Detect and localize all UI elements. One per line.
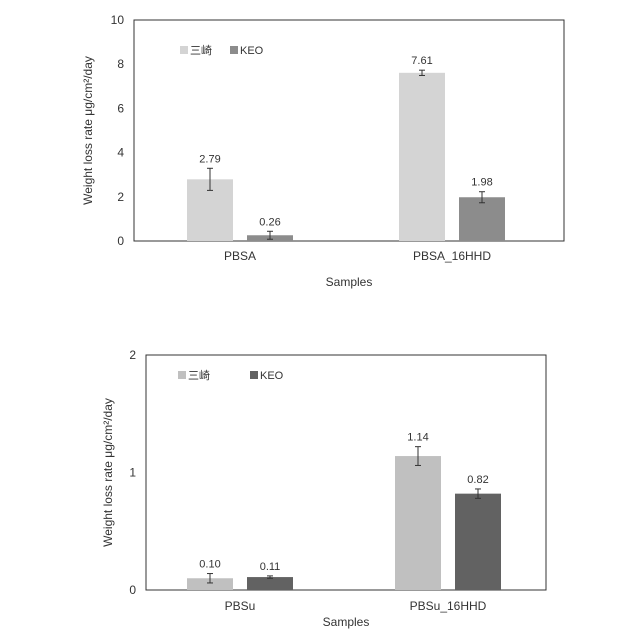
chart-1: 0 2 4 6 8 10 2.79 0.26 PBSA 7.61 1.98 PBSA_16HHD 三崎 K… — [81, 13, 564, 289]
data-label: 0.82 — [467, 474, 488, 486]
y-axis-title: Weight loss rate μg/cm²/day — [101, 398, 115, 547]
x-category-label: PBSu_16HHD — [410, 599, 487, 613]
bar-pbsu-16hhd-keo — [455, 494, 501, 590]
data-label: 0.11 — [260, 561, 281, 573]
x-category-label: PBSA — [224, 249, 256, 263]
x-axis-title: Samples — [326, 275, 373, 289]
y-tick-label: 0 — [117, 234, 124, 248]
data-label: 1.98 — [471, 177, 492, 189]
legend-swatch-keo — [230, 46, 238, 54]
chart-2: 0 1 2 0.10 0.11 PBSu 1.14 0.82 PBSu_16HHD 三崎 KEO Sa… — [101, 348, 546, 629]
data-label: 0.26 — [259, 216, 280, 228]
y-tick-label: 6 — [117, 101, 124, 115]
bar-pbsa-16hhd-keo — [459, 197, 505, 241]
x-category-label: PBSu — [225, 599, 256, 613]
y-tick-label: 2 — [129, 348, 136, 362]
legend-swatch-misaki — [180, 46, 188, 54]
y-tick-label: 2 — [117, 190, 124, 204]
bar-pbsu-16hhd-misaki — [395, 456, 441, 590]
legend-swatch-misaki — [178, 371, 186, 379]
y-tick-label: 4 — [117, 146, 124, 160]
y-tick-label: 1 — [129, 466, 136, 480]
x-category-label: PBSA_16HHD — [413, 249, 491, 263]
legend-label-keo: KEO — [260, 370, 284, 382]
x-axis-title: Samples — [323, 615, 370, 629]
legend-label-misaki: 三崎 — [188, 368, 210, 382]
bar-pbsa-16hhd-misaki — [399, 73, 445, 241]
y-axis-title: Weight loss rate μg/cm²/day — [81, 56, 95, 205]
y-tick-label: 8 — [117, 57, 124, 71]
data-label: 1.14 — [407, 432, 428, 444]
legend-label-keo: KEO — [240, 45, 264, 57]
bar-pbsu-keo — [247, 577, 293, 590]
data-label: 2.79 — [199, 153, 220, 165]
data-label: 7.61 — [411, 55, 432, 67]
legend-swatch-keo — [250, 371, 258, 379]
legend-label-misaki: 三崎 — [190, 43, 212, 57]
y-tick-label: 10 — [111, 13, 125, 27]
data-label: 0.10 — [199, 559, 220, 571]
y-tick-label: 0 — [129, 583, 136, 597]
